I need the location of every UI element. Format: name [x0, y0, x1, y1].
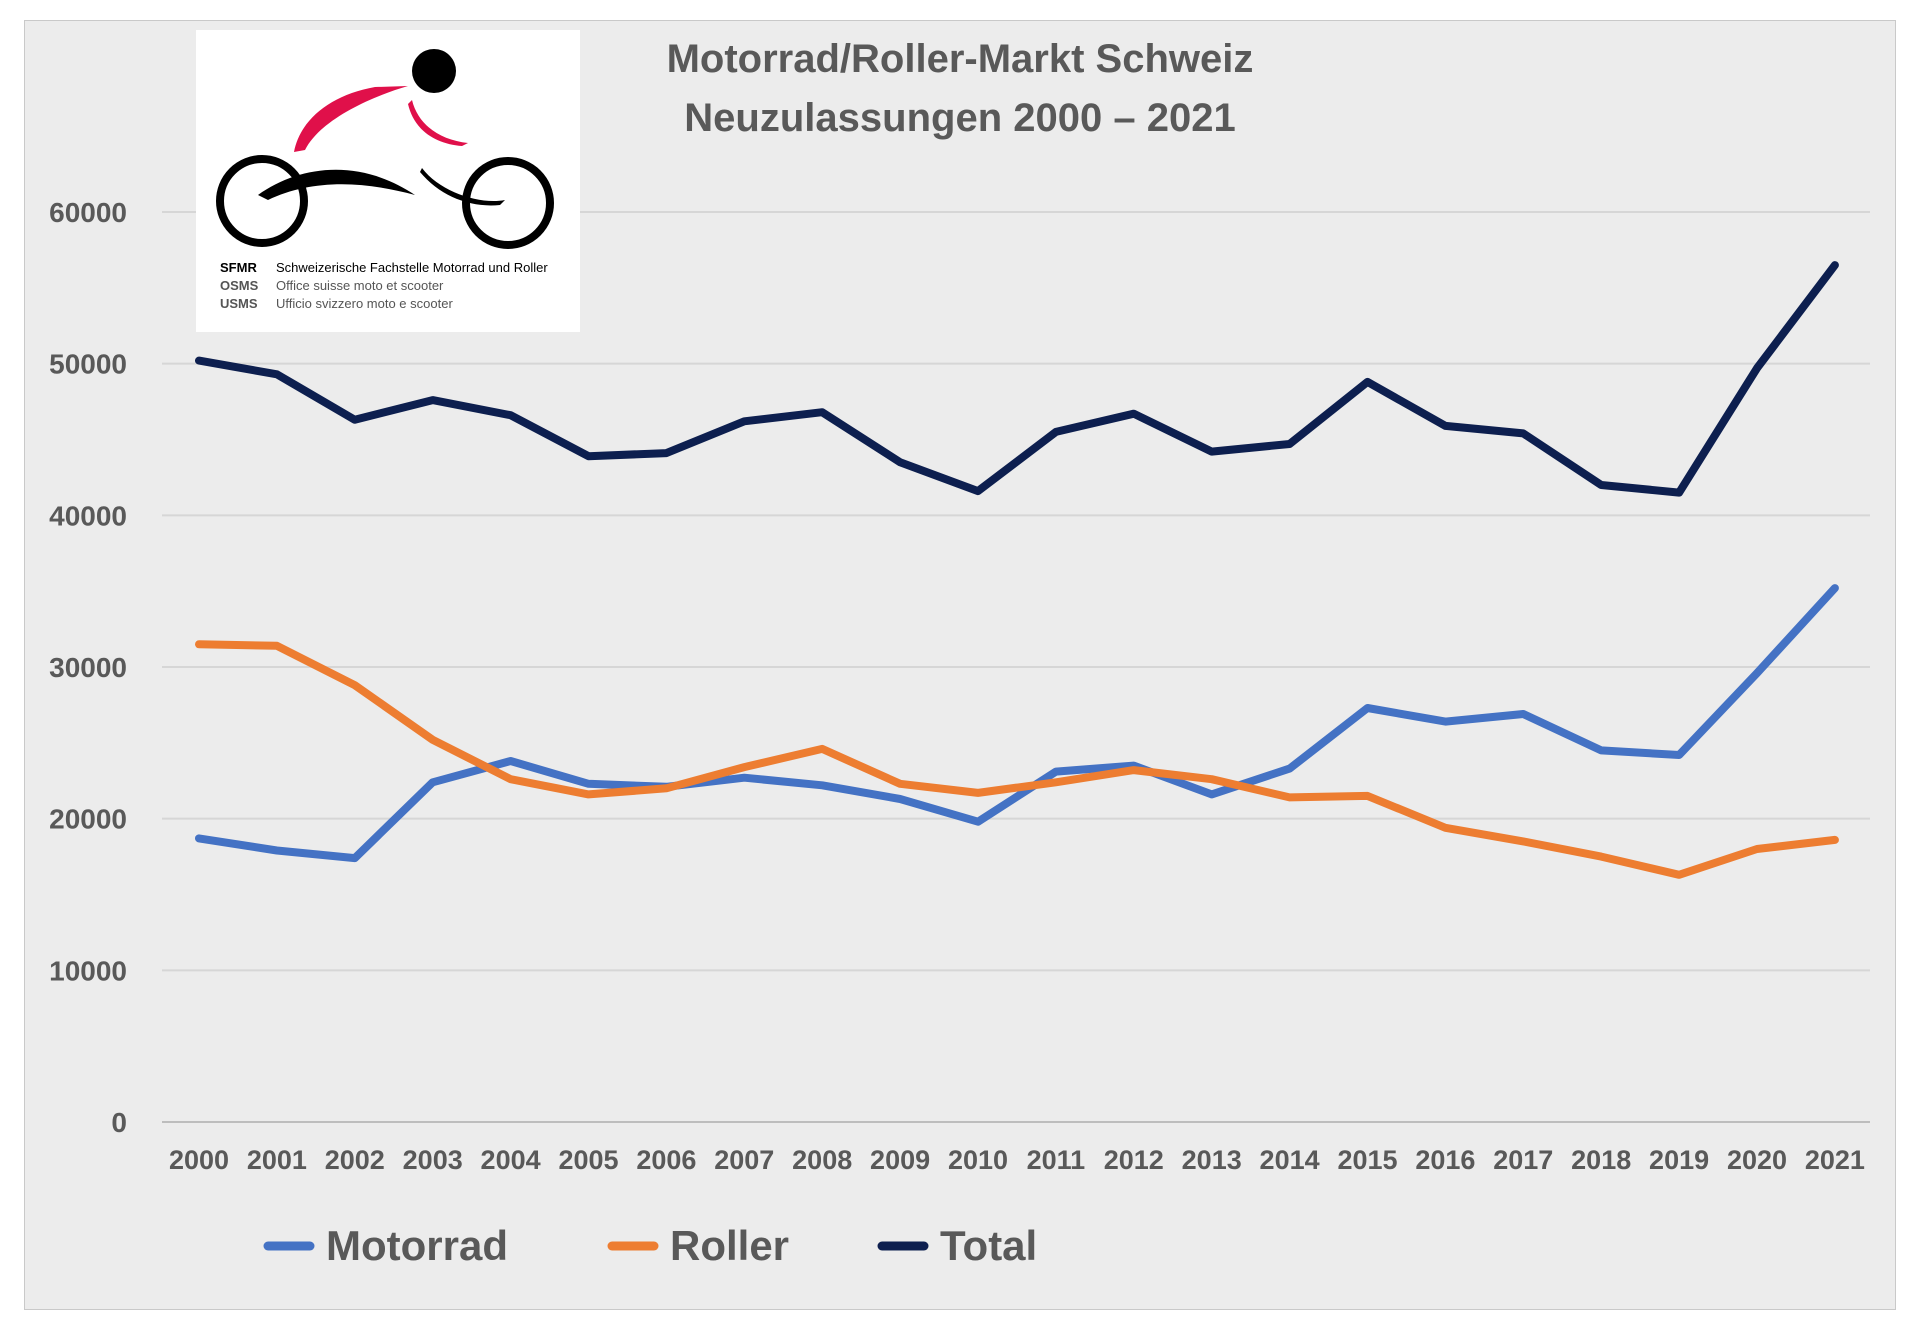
- x-tick-label: 2015: [1337, 1145, 1397, 1175]
- legend-label-motorrad: Motorrad: [326, 1222, 508, 1269]
- x-tick-label: 2011: [1027, 1145, 1086, 1175]
- logo-name-usms: Ufficio svizzero moto e scooter: [276, 296, 453, 311]
- x-tick-label: 2019: [1649, 1145, 1709, 1175]
- x-tick-label: 2016: [1415, 1145, 1475, 1175]
- series-line-total: [195, 261, 1839, 497]
- x-axis-tick-labels: 2000 2001 2002 2003 2004 2005 2006 2007 2008 2009…: [169, 1145, 1865, 1175]
- bike-body-icon: [258, 169, 415, 200]
- x-tick-label: 2009: [870, 1145, 930, 1175]
- rider-arm-icon: [408, 100, 468, 146]
- series-lines: [195, 261, 1839, 879]
- rear-wheel-icon: [216, 155, 308, 247]
- y-tick-label: 20000: [49, 804, 127, 835]
- series-line-roller: [195, 640, 1839, 879]
- x-tick-label: 2007: [714, 1145, 774, 1175]
- x-tick-label: 2006: [636, 1145, 696, 1175]
- legend-label-total: Total: [940, 1222, 1037, 1269]
- logo-abbr-usms: USMS: [220, 296, 258, 311]
- y-axis-tick-labels: 0 10000 20000 30000 40000 50000 60000: [49, 197, 127, 1138]
- gridlines: [162, 211, 1870, 1123]
- series-line-motorrad: [195, 584, 1839, 863]
- x-tick-label: 2008: [792, 1145, 852, 1175]
- rider-head-icon: [412, 49, 456, 93]
- y-tick-label: 40000: [49, 500, 127, 531]
- logo-abbr-sfmr: SFMR: [220, 260, 257, 275]
- logo-name-osms: Office suisse moto et scooter: [276, 278, 444, 293]
- x-tick-label: 2012: [1104, 1145, 1164, 1175]
- chart-title-line-2: Neuzulassungen 2000 – 2021: [684, 96, 1235, 140]
- bike-fork-icon: [420, 168, 505, 206]
- x-tick-label: 2004: [481, 1145, 541, 1175]
- y-tick-label: 10000: [49, 955, 127, 986]
- x-tick-label: 2014: [1260, 1145, 1320, 1175]
- x-tick-label: 2018: [1571, 1145, 1631, 1175]
- y-tick-label: 30000: [49, 652, 127, 683]
- x-tick-label: 2000: [169, 1145, 229, 1175]
- x-tick-label: 2003: [403, 1145, 463, 1175]
- x-tick-label: 2005: [558, 1145, 618, 1175]
- y-tick-label: 60000: [49, 197, 127, 228]
- sfmr-logo: SFMR Schweizerische Fachstelle Motorrad …: [196, 30, 580, 332]
- x-tick-label: 2001: [247, 1145, 307, 1175]
- x-tick-label: 2013: [1182, 1145, 1242, 1175]
- y-tick-label: 0: [111, 1107, 127, 1138]
- rider-back-icon: [294, 86, 408, 152]
- y-tick-label: 50000: [49, 349, 127, 380]
- legend-label-roller: Roller: [670, 1222, 789, 1269]
- front-wheel-icon: [462, 157, 554, 249]
- x-tick-label: 2020: [1727, 1145, 1787, 1175]
- chart-title-line-1: Motorrad/Roller-Markt Schweiz: [667, 37, 1254, 81]
- x-tick-label: 2010: [948, 1145, 1008, 1175]
- x-tick-label: 2002: [325, 1145, 385, 1175]
- legend: Motorrad Roller Total: [263, 1222, 1037, 1269]
- x-tick-label: 2017: [1493, 1145, 1553, 1175]
- x-tick-label: 2021: [1805, 1145, 1865, 1175]
- logo-abbr-osms: OSMS: [220, 278, 259, 293]
- logo-name-sfmr: Schweizerische Fachstelle Motorrad und R…: [276, 260, 548, 275]
